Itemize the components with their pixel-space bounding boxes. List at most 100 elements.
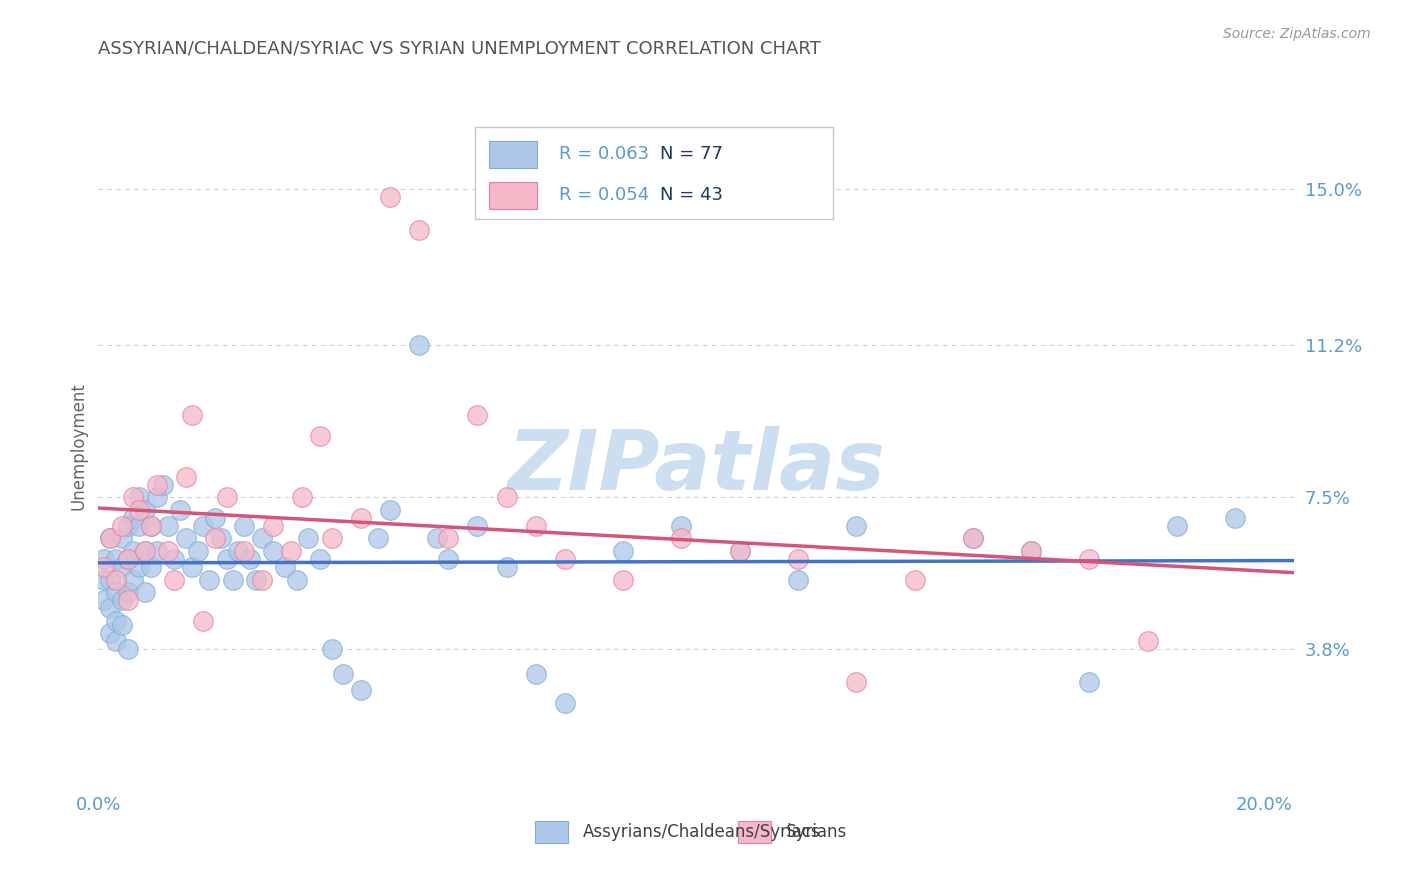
Point [139, 519, 162, 533]
Point [204, 511, 226, 525]
Point [98, 532, 121, 546]
Point [122, 491, 145, 505]
Point [903, 573, 925, 587]
Point [262, 543, 284, 558]
Point [408, 338, 430, 352]
Point [554, 552, 576, 566]
Point [111, 519, 134, 533]
Point [221, 573, 243, 587]
Point [1136, 634, 1159, 648]
Point [122, 511, 145, 525]
Point [93, 573, 115, 587]
Point [117, 593, 139, 607]
Point [467, 408, 489, 422]
Point [962, 532, 984, 546]
Point [117, 642, 139, 657]
Point [134, 543, 156, 558]
Point [1078, 675, 1101, 690]
Point [297, 532, 319, 546]
Point [111, 593, 134, 607]
Point [104, 614, 127, 628]
Point [145, 491, 167, 505]
Text: Source: ZipAtlas.com: Source: ZipAtlas.com [1223, 27, 1371, 41]
Point [332, 667, 354, 681]
Point [104, 573, 127, 587]
Point [174, 470, 197, 484]
Point [321, 642, 343, 657]
Point [98, 573, 121, 587]
Text: N = 43: N = 43 [661, 186, 723, 204]
Point [408, 223, 430, 237]
Point [845, 519, 868, 533]
Point [145, 543, 167, 558]
Text: ZIPatlas: ZIPatlas [508, 425, 884, 507]
Point [98, 532, 121, 546]
Point [612, 573, 634, 587]
Text: R = 0.054: R = 0.054 [558, 186, 648, 204]
Point [524, 519, 547, 533]
Point [250, 532, 273, 546]
FancyBboxPatch shape [475, 128, 834, 219]
Point [128, 519, 150, 533]
Point [122, 543, 145, 558]
Point [209, 532, 232, 546]
Point [104, 552, 127, 566]
Text: N = 77: N = 77 [661, 145, 723, 163]
Point [122, 573, 145, 587]
Point [117, 552, 139, 566]
Point [467, 519, 489, 533]
Point [728, 543, 751, 558]
Point [111, 617, 134, 632]
Point [104, 585, 127, 599]
Point [145, 478, 167, 492]
FancyBboxPatch shape [489, 182, 537, 209]
Point [233, 543, 256, 558]
Point [437, 532, 460, 546]
Point [787, 552, 810, 566]
Point [425, 532, 447, 546]
Point [280, 543, 302, 558]
Point [98, 626, 121, 640]
Point [228, 543, 250, 558]
Point [309, 552, 332, 566]
FancyBboxPatch shape [489, 141, 537, 168]
Point [350, 511, 373, 525]
Point [350, 683, 373, 698]
Point [128, 491, 150, 505]
Point [204, 532, 226, 546]
Point [128, 560, 150, 574]
Point [524, 667, 547, 681]
Y-axis label: Unemployment: Unemployment [69, 382, 87, 510]
Point [1166, 519, 1188, 533]
Text: R = 0.063: R = 0.063 [558, 145, 648, 163]
Point [134, 543, 156, 558]
Point [845, 675, 868, 690]
Point [671, 519, 693, 533]
Point [671, 532, 693, 546]
Point [93, 560, 115, 574]
Point [437, 552, 460, 566]
Point [321, 532, 343, 546]
Point [117, 552, 139, 566]
Point [495, 491, 517, 505]
Point [612, 543, 634, 558]
Point [239, 552, 262, 566]
Point [274, 560, 297, 574]
FancyBboxPatch shape [738, 821, 772, 843]
Text: Assyrians/Chaldeans/Syriacs: Assyrians/Chaldeans/Syriacs [582, 822, 820, 841]
Point [139, 519, 162, 533]
Point [139, 560, 162, 574]
Point [104, 634, 127, 648]
Point [111, 532, 134, 546]
Point [787, 573, 810, 587]
Point [174, 532, 197, 546]
Point [186, 543, 208, 558]
Point [157, 543, 180, 558]
Point [180, 408, 202, 422]
Point [215, 491, 238, 505]
Point [157, 519, 180, 533]
Point [193, 614, 215, 628]
Point [117, 519, 139, 533]
Point [128, 502, 150, 516]
Point [198, 573, 221, 587]
